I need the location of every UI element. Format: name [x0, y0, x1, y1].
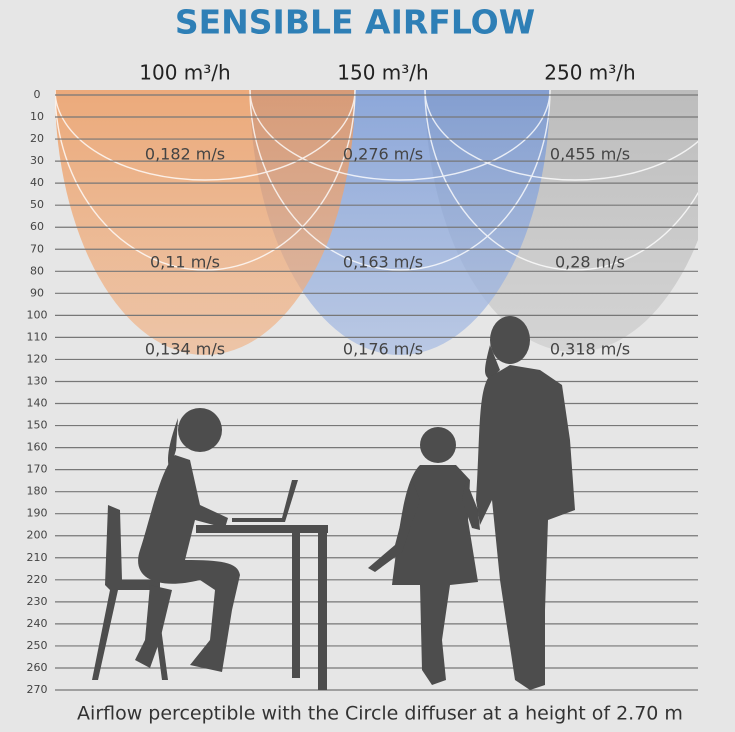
scale-label: 100 [27, 308, 48, 321]
scale-label: 10 [30, 110, 44, 123]
scale-label: 20 [30, 132, 44, 145]
scale-label: 190 [27, 507, 48, 520]
scale-label: 170 [27, 463, 48, 476]
speed-label: 0,182 m/s [145, 145, 225, 164]
speed-label: 0,318 m/s [550, 340, 630, 359]
scale-label: 50 [30, 198, 44, 211]
scale-label: 230 [27, 595, 48, 608]
scale-label: 180 [27, 485, 48, 498]
column-header: 100 m³/h [139, 61, 230, 85]
scale-label: 240 [27, 617, 48, 630]
speed-label: 0,163 m/s [343, 253, 423, 272]
infographic: SENSIBLE AIRFLOW 0 10 20 30 40 50 60 70 80 90 100 1… [0, 0, 735, 732]
scale-label: 70 [30, 242, 44, 255]
speed-label: 0,28 m/s [555, 253, 625, 272]
scale-label: 260 [27, 661, 48, 674]
scale-label: 270 [27, 683, 48, 696]
scale-label: 140 [27, 397, 48, 410]
caption: Airflow perceptible with the Circle diff… [77, 703, 683, 725]
speed-label: 0,276 m/s [343, 145, 423, 164]
scale-label: 220 [27, 573, 48, 586]
speed-label: 0,134 m/s [145, 340, 225, 359]
scale-label: 60 [30, 220, 44, 233]
scale-label: 210 [27, 551, 48, 564]
scale-label: 0 [34, 88, 41, 101]
scale-label: 120 [27, 352, 48, 365]
scale-label: 200 [27, 529, 48, 542]
column-header: 250 m³/h [544, 61, 635, 85]
scale-label: 250 [27, 639, 48, 652]
scale-label: 160 [27, 441, 48, 454]
speed-label: 0,455 m/s [550, 145, 630, 164]
title: SENSIBLE AIRFLOW [175, 3, 535, 42]
speed-label: 0,176 m/s [343, 340, 423, 359]
scale-label: 40 [30, 176, 44, 189]
scale-label: 80 [30, 264, 44, 277]
scale-label: 130 [27, 374, 48, 387]
scale-label: 150 [27, 419, 48, 432]
scale-label: 30 [30, 154, 44, 167]
column-header: 150 m³/h [337, 61, 428, 85]
page: SENSIBLE AIRFLOW 0 10 20 30 40 50 60 70 80 90 100 1… [0, 0, 735, 732]
scale-label: 90 [30, 286, 44, 299]
speed-label: 0,11 m/s [150, 253, 220, 272]
scale-label: 110 [27, 330, 48, 343]
